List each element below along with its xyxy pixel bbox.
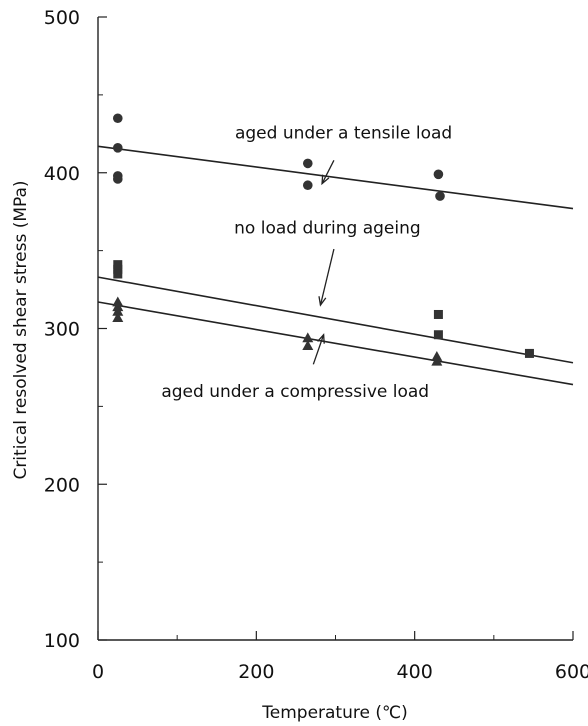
- data-point-circle: [112, 143, 123, 153]
- data-point-triangle: [431, 355, 443, 366]
- annotation-label: aged under a tensile load: [235, 123, 452, 143]
- y-tick-label: 200: [44, 474, 80, 496]
- y-tick-label: 400: [44, 163, 80, 185]
- data-point-square: [433, 330, 443, 340]
- x-tick-label: 400: [397, 661, 433, 683]
- fit-line-triangle: [97, 301, 574, 386]
- annotation-arrow: [319, 248, 335, 306]
- data-point-circle: [433, 169, 444, 180]
- x-tick-label: 200: [238, 661, 274, 683]
- data-point-circle: [302, 180, 313, 191]
- data-point-circle: [302, 158, 313, 169]
- data-point-circle: [112, 113, 123, 124]
- data-point-triangle: [112, 305, 124, 316]
- y-tick-label: 100: [44, 630, 80, 652]
- ticks: 100 200 300 400 500 0 200 400 600: [44, 7, 588, 683]
- data-point-circle: [112, 174, 123, 184]
- fit-lines: [97, 145, 574, 386]
- data-point-triangle: [302, 340, 314, 351]
- data-point-square: [524, 348, 534, 358]
- data-point-triangle: [302, 332, 314, 343]
- data-point-square: [113, 260, 123, 270]
- annotation-label: no load during ageing: [234, 218, 421, 238]
- annotations: aged under a tensile load no load during …: [161, 123, 452, 402]
- data-point-triangle: [112, 312, 124, 322]
- y-axis-title: Critical resolved shear stress (MPa): [11, 180, 31, 479]
- fit-line-square: [97, 276, 574, 364]
- annotation-label: aged under a compressive load: [161, 382, 429, 402]
- axes: [97, 17, 573, 641]
- annotation-arrow: [312, 334, 325, 365]
- data-point-circle: [435, 191, 445, 201]
- x-tick-label: 0: [92, 661, 104, 683]
- fit-line-circle: [97, 145, 574, 210]
- data-point-square: [433, 309, 443, 319]
- y-tick-label: 500: [44, 7, 80, 29]
- y-tick-label: 300: [44, 319, 80, 341]
- x-axis-title: Temperature (℃): [261, 703, 407, 723]
- annotation-arrowhead: [318, 296, 327, 307]
- data-point-square: [113, 269, 123, 279]
- annotation-arrowhead: [321, 174, 330, 186]
- data-points: [112, 113, 534, 366]
- annotation-arrow: [321, 159, 335, 184]
- x-tick-label: 600: [555, 661, 588, 683]
- annotation-arrowhead: [317, 333, 325, 344]
- data-point-square: [113, 264, 123, 274]
